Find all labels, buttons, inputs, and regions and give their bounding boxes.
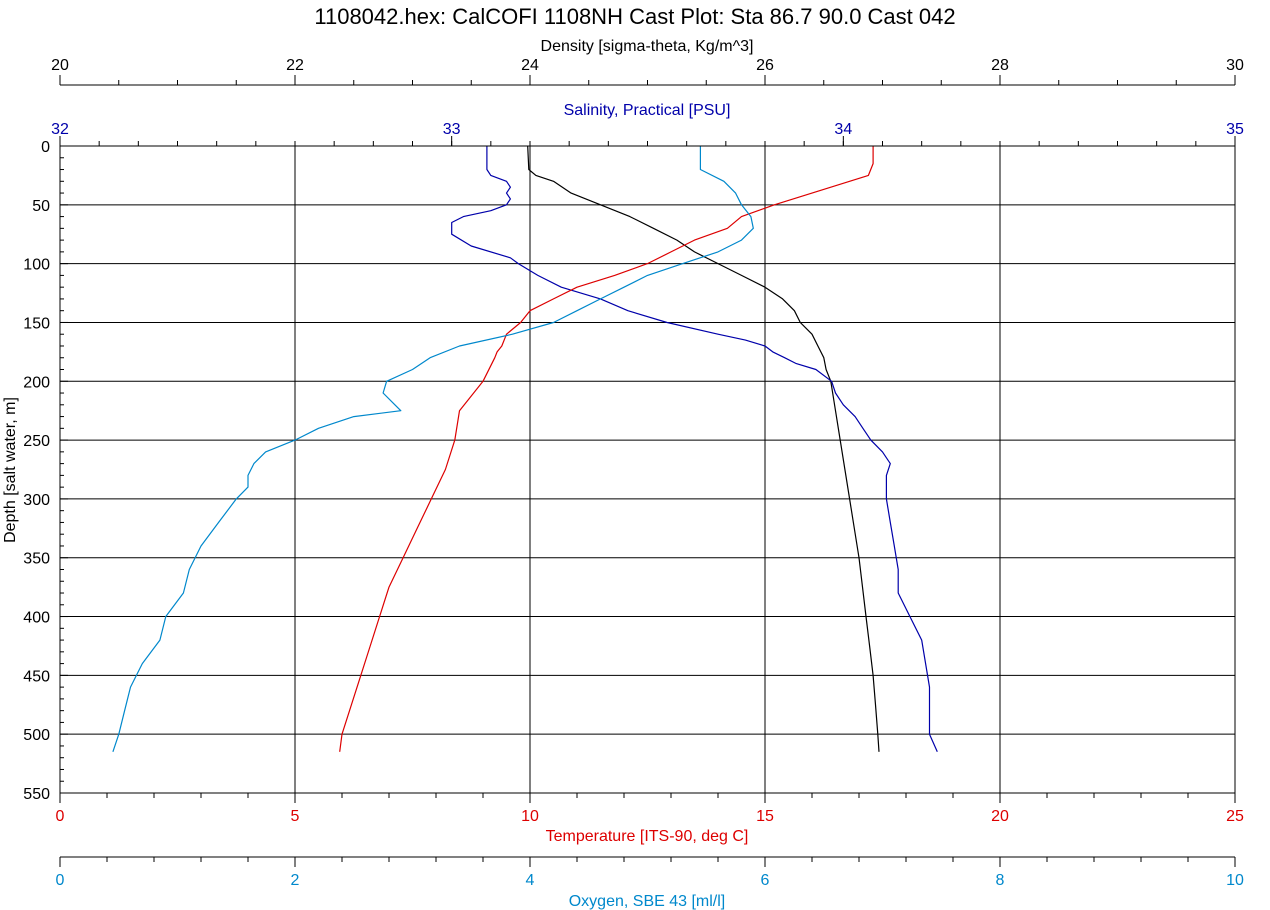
temperature-tick-label: 20 — [991, 808, 1009, 825]
oxygen-profile-line — [112, 146, 754, 752]
temperature-tick-label: 15 — [756, 808, 774, 825]
temperature-profile-line — [339, 146, 874, 752]
temperature-tick-label: 0 — [56, 808, 65, 825]
oxygen-axis: Oxygen, SBE 43 [ml/l] 0 2 4 6 8 10 — [56, 856, 1244, 910]
depth-tick-label: 300 — [23, 492, 50, 509]
depth-tick-label: 550 — [23, 786, 50, 803]
salinity-tick-label: 34 — [834, 121, 852, 138]
density-profile-line — [527, 145, 880, 752]
salinity-tick-label: 35 — [1226, 121, 1244, 138]
depth-tick-label: 500 — [23, 727, 50, 744]
depth-tick-label: 450 — [23, 668, 50, 685]
depth-tick-label: 250 — [23, 433, 50, 450]
density-tick-label: 22 — [286, 57, 304, 74]
depth-axis-label: Depth [salt water, m] — [2, 397, 19, 543]
chart-title: 1108042.hex: CalCOFI 1108NH Cast Plot: S… — [314, 4, 955, 29]
plot-frame — [59, 145, 1236, 794]
depth-tick-label: 200 — [23, 374, 50, 391]
series-layer — [112, 145, 938, 753]
density-axis-label: Density [sigma-theta, Kg/m^3] — [541, 38, 754, 55]
oxygen-tick-label: 4 — [526, 872, 535, 889]
salinity-tick-label: 33 — [443, 121, 461, 138]
salinity-profile-line — [451, 146, 938, 753]
oxygen-tick-label: 10 — [1226, 872, 1244, 889]
depth-tick-label: 350 — [23, 551, 50, 568]
density-tick-label: 20 — [51, 57, 69, 74]
salinity-axis: Salinity, Practical [PSU] 32 33 34 35 — [51, 102, 1244, 146]
oxygen-tick-label: 2 — [291, 872, 300, 889]
oxygen-tick-label: 0 — [56, 872, 65, 889]
density-axis: Density [sigma-theta, Kg/m^3] 20 22 24 26 28… — [51, 38, 1244, 86]
depth-tick-label: 100 — [23, 257, 50, 274]
grid — [59, 145, 1236, 794]
temperature-tick-label: 25 — [1226, 808, 1244, 825]
oxygen-tick-label: 6 — [761, 872, 770, 889]
temperature-tick-label: 5 — [291, 808, 300, 825]
density-tick-label: 24 — [521, 57, 539, 74]
salinity-tick-label: 32 — [51, 121, 69, 138]
depth-tick-label: 0 — [41, 139, 50, 156]
density-tick-label: 26 — [756, 57, 774, 74]
depth-tick-label: 50 — [32, 198, 50, 215]
temperature-axis-label: Temperature [ITS-90, deg C] — [546, 828, 749, 845]
temperature-axis: Temperature [ITS-90, deg C] 0 5 10 15 20 25 — [56, 793, 1244, 845]
temperature-tick-label: 10 — [521, 808, 539, 825]
depth-axis: Depth [salt water, m] 0 50 100 150 200 250 300… — [2, 139, 68, 803]
density-tick-label: 28 — [991, 57, 1009, 74]
depth-tick-label: 400 — [23, 610, 50, 627]
density-tick-label: 30 — [1226, 57, 1244, 74]
depth-tick-label: 150 — [23, 315, 50, 332]
salinity-axis-label: Salinity, Practical [PSU] — [564, 102, 731, 119]
oxygen-axis-label: Oxygen, SBE 43 [ml/l] — [569, 893, 726, 910]
oxygen-tick-label: 8 — [996, 872, 1005, 889]
